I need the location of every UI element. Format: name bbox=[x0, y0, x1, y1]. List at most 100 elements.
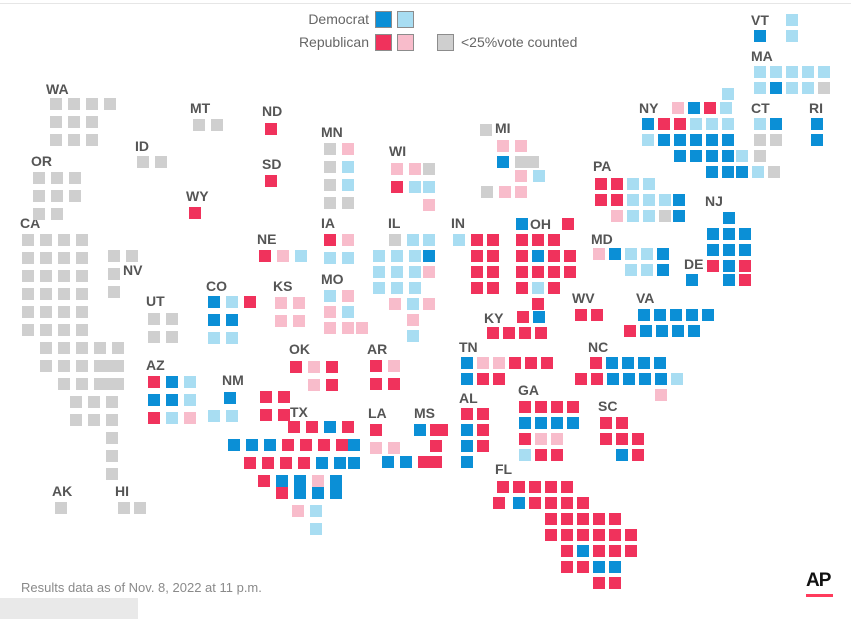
county-tile-ny bbox=[754, 150, 766, 162]
county-tile-pa bbox=[643, 210, 655, 222]
county-tile-fl bbox=[577, 497, 589, 509]
county-tile-ct bbox=[754, 134, 766, 146]
county-tile-pa bbox=[611, 178, 623, 190]
county-tile-tx bbox=[330, 487, 342, 499]
county-tile-ca bbox=[22, 270, 34, 282]
county-tile-fl bbox=[561, 529, 573, 541]
county-tile-tx bbox=[276, 487, 288, 499]
county-tile-ia bbox=[342, 234, 354, 246]
county-tile-ar bbox=[370, 360, 382, 372]
county-tile-md bbox=[641, 264, 653, 276]
county-tile-mt bbox=[193, 119, 205, 131]
state-label-ny: NY bbox=[639, 100, 659, 116]
county-tile-va bbox=[702, 309, 714, 321]
county-tile-tn bbox=[493, 373, 505, 385]
county-tile-nj bbox=[739, 244, 751, 256]
county-tile-mn bbox=[324, 179, 336, 191]
county-tile-fl bbox=[593, 529, 605, 541]
state-label-mn: MN bbox=[321, 124, 343, 140]
county-tile-ok bbox=[326, 361, 338, 373]
county-tile-co bbox=[208, 332, 220, 344]
county-tile-ny bbox=[704, 102, 716, 114]
state-label-ne: NE bbox=[257, 231, 277, 247]
county-tile-az bbox=[184, 376, 196, 388]
state-label-ar: AR bbox=[367, 341, 388, 357]
county-tile-al bbox=[477, 440, 489, 452]
county-tile-mo bbox=[342, 322, 354, 334]
county-tile-ca bbox=[58, 378, 70, 390]
county-tile-or bbox=[51, 190, 63, 202]
county-tile-in bbox=[487, 250, 499, 262]
county-tile-ca bbox=[58, 288, 70, 300]
county-tile-az bbox=[148, 412, 160, 424]
county-tile-ca bbox=[76, 288, 88, 300]
county-tile-tx bbox=[264, 439, 276, 451]
county-tile-co bbox=[226, 332, 238, 344]
county-tile-tx bbox=[246, 439, 258, 451]
county-tile-mn bbox=[342, 179, 354, 191]
county-tile-oh bbox=[532, 298, 544, 310]
county-tile-tx bbox=[312, 475, 324, 487]
county-tile-ca bbox=[22, 252, 34, 264]
county-tile-ca bbox=[94, 378, 106, 390]
county-tile-ct bbox=[754, 118, 766, 130]
county-tile-ca bbox=[106, 396, 118, 408]
state-label-vt: VT bbox=[751, 12, 769, 28]
county-tile-ny bbox=[674, 134, 686, 146]
county-tile-ga bbox=[535, 417, 547, 429]
state-label-il: IL bbox=[388, 215, 401, 231]
county-tile-va bbox=[654, 309, 666, 321]
county-tile-md bbox=[625, 248, 637, 260]
county-tile-ga bbox=[551, 449, 563, 461]
bottom-scroll-bar bbox=[0, 598, 138, 619]
state-label-fl: FL bbox=[495, 461, 513, 477]
county-tile-pa bbox=[611, 210, 623, 222]
county-tile-nc bbox=[655, 373, 667, 385]
county-tile-or bbox=[33, 190, 45, 202]
county-tile-ga bbox=[535, 433, 547, 445]
county-tile-ca bbox=[76, 342, 88, 354]
county-tile-ma bbox=[786, 66, 798, 78]
county-tile-ca bbox=[76, 252, 88, 264]
county-tile-mi bbox=[480, 124, 492, 136]
county-tile-tx bbox=[318, 439, 330, 451]
county-tile-ny bbox=[674, 150, 686, 162]
county-tile-tn bbox=[461, 373, 473, 385]
county-tile-ca bbox=[22, 234, 34, 246]
county-tile-ca bbox=[88, 396, 100, 408]
county-tile-ca bbox=[76, 270, 88, 282]
county-tile-in bbox=[487, 234, 499, 246]
county-tile-fl bbox=[609, 529, 621, 541]
county-tile-co bbox=[226, 296, 238, 308]
ap-logo-bar bbox=[806, 594, 833, 597]
state-label-la: LA bbox=[368, 405, 387, 421]
county-tile-nj bbox=[739, 260, 751, 272]
county-tile-il bbox=[373, 282, 385, 294]
county-tile-or bbox=[51, 172, 63, 184]
county-tile-ny bbox=[752, 166, 764, 178]
county-tile-nm bbox=[208, 410, 220, 422]
county-tile-wi bbox=[423, 199, 435, 211]
county-tile-wy bbox=[189, 207, 201, 219]
county-tile-tx bbox=[262, 457, 274, 469]
state-label-ak: AK bbox=[52, 483, 73, 499]
state-label-de: DE bbox=[684, 256, 704, 272]
county-tile-az bbox=[184, 394, 196, 406]
county-tile-mn bbox=[342, 143, 354, 155]
county-tile-az bbox=[166, 394, 178, 406]
county-tile-ca bbox=[58, 342, 70, 354]
county-tile-az bbox=[148, 376, 160, 388]
county-tile-tx bbox=[282, 439, 294, 451]
county-tile-tx bbox=[336, 439, 348, 451]
county-tile-ny bbox=[768, 166, 780, 178]
legend-low-count-swatch bbox=[437, 34, 454, 51]
county-tile-ca bbox=[88, 414, 100, 426]
county-tile-sc bbox=[632, 433, 644, 445]
county-tile-pa bbox=[643, 178, 655, 190]
county-tile-id bbox=[155, 156, 167, 168]
county-tile-fl bbox=[529, 481, 541, 493]
county-tile-la bbox=[370, 442, 382, 454]
county-tile-il bbox=[409, 266, 421, 278]
county-tile-ny bbox=[672, 102, 684, 114]
county-tile-tx bbox=[294, 487, 306, 499]
